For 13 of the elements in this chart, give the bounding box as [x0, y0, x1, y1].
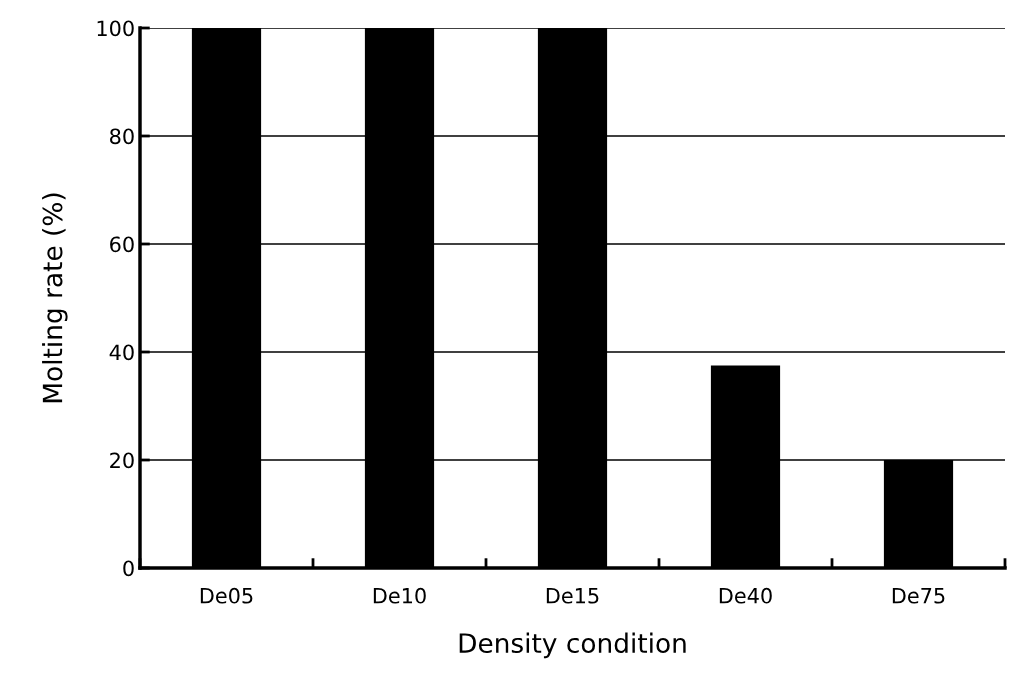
x-tick-label: De05: [200, 587, 253, 604]
x-tick-label: De75: [892, 588, 945, 604]
y-tick-label: 20: [110, 452, 134, 469]
x-tick-label: De10: [373, 587, 426, 604]
y-tick-label: 100: [97, 20, 134, 37]
x-tick-label: De40: [719, 587, 772, 604]
y-tick-label: 60: [110, 236, 134, 253]
y-tick-label: 80: [110, 128, 134, 145]
y-tick-label: 0: [123, 560, 134, 577]
y-axis-title: Molting rate (%): [42, 193, 68, 403]
x-tick-label: De15: [546, 588, 599, 604]
x-axis-title: Density condition: [459, 632, 686, 659]
y-tick-label: 40: [109, 344, 134, 361]
